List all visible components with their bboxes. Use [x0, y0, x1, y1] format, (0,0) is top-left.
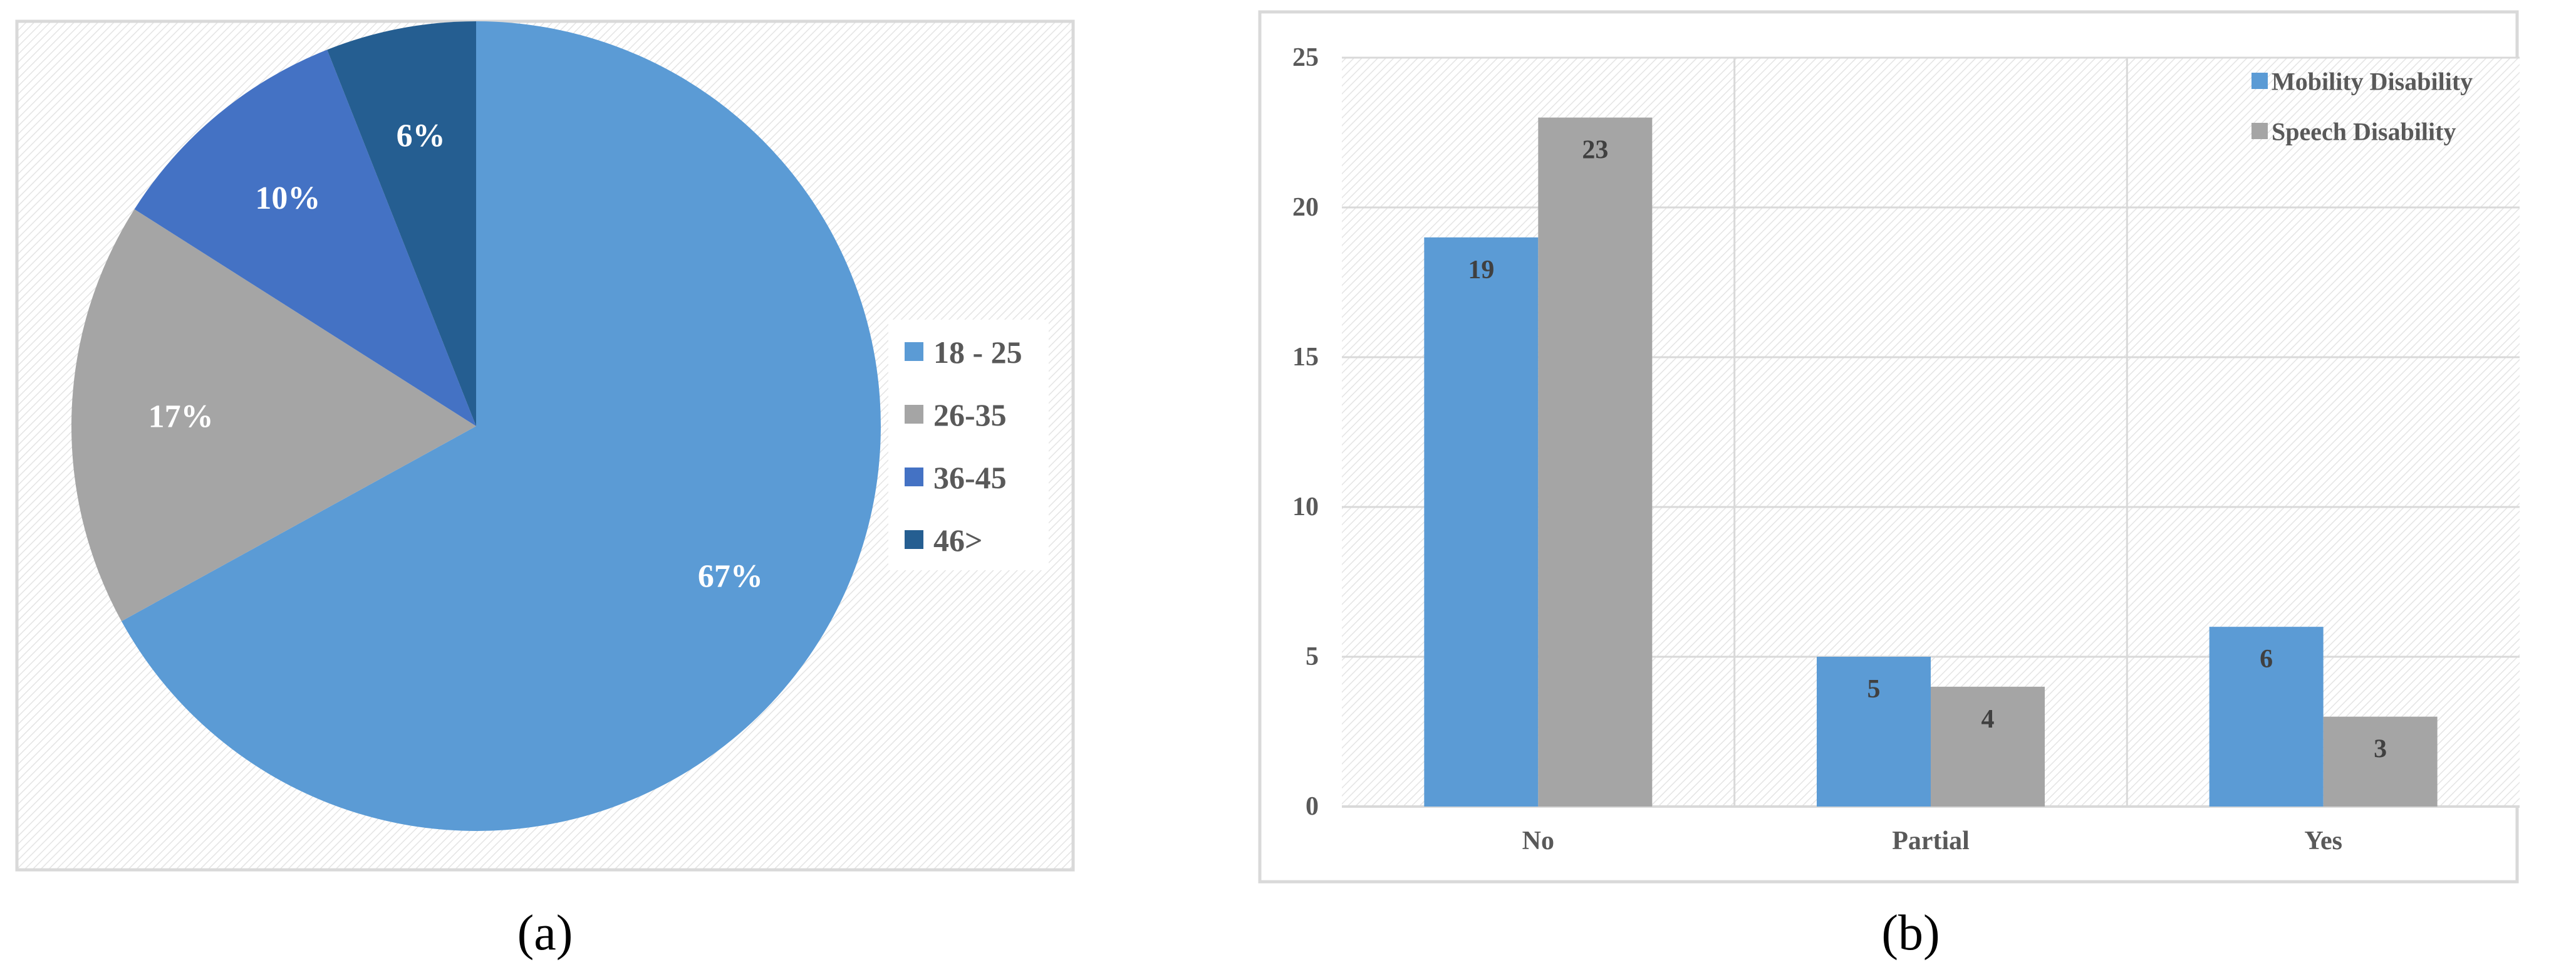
bar-data-label: 19: [1468, 256, 1494, 285]
pie-legend-swatch: [905, 468, 923, 486]
pie-slice-36-45: [134, 50, 477, 427]
caption-b: (b): [1881, 906, 1940, 961]
bar-speech-disability: [2323, 716, 2438, 807]
bar-y-tick-label: 0: [1306, 792, 1319, 821]
bar-mobility-disability: [2209, 627, 2324, 807]
pie-legend-label: 18 - 25: [933, 335, 1022, 370]
pie-slices: [71, 21, 881, 832]
bar-speech-disability: [1538, 117, 1653, 807]
bar-data-label: 4: [1981, 705, 1995, 734]
bar-legend-label: Mobility Disability: [2272, 68, 2473, 96]
bar-data-label: 23: [1582, 136, 1608, 165]
pie-data-label: 6%: [397, 118, 445, 154]
bar-legend-swatch: [2251, 73, 2268, 89]
caption-a: (a): [517, 906, 573, 961]
pie-data-label: 10%: [255, 180, 320, 216]
pie-data-labels: 67% 17% 10% 6%: [148, 118, 763, 594]
bar-data-label: 3: [2374, 735, 2387, 764]
bar-y-tick-label: 15: [1292, 343, 1319, 372]
bar-mobility-disability: [1817, 657, 1931, 807]
bar-chart-panel: 0 5 10 15 20 25 19 23 5 4 6 3 No Partial Yes Mobilit…: [1258, 10, 2520, 961]
pie-slice-46-: [327, 21, 476, 426]
bar-legend-swatch: [2251, 123, 2268, 139]
bar-y-tick-label: 25: [1292, 43, 1319, 72]
bar-series: [1424, 117, 2438, 807]
pie-chart-panel: 67% 17% 10% 6% 18 - 25 26-35 36-45 46> (a): [15, 19, 1075, 961]
pie-data-label: 17%: [148, 399, 214, 435]
bar-x-tick-label: Yes: [2304, 827, 2342, 855]
bar-y-tick-label: 20: [1292, 193, 1319, 222]
bar-data-label: 5: [1867, 675, 1881, 704]
pie-slice-26-35: [71, 209, 476, 622]
bar-y-tick-label: 5: [1306, 642, 1319, 671]
pie-legend-swatch: [905, 405, 923, 424]
bar-y-axis-ticks: 0 5 10 15 20 25: [1292, 43, 1319, 821]
pie-legend-label: 36-45: [933, 460, 1007, 495]
pie-legend-box: [888, 320, 1049, 570]
bar-x-tick-label: No: [1522, 827, 1554, 855]
pie-legend-label: 46>: [933, 523, 983, 558]
bar-legend: Mobility Disability Speech Disability: [2251, 68, 2473, 146]
bar-mobility-disability: [1424, 237, 1539, 807]
bar-y-tick-label: 10: [1292, 493, 1319, 521]
pie-slice-18-25: [121, 21, 881, 832]
pie-data-label: 67%: [698, 559, 763, 595]
bar-x-tick-label: Partial: [1892, 827, 1970, 855]
bar-x-axis-ticks: No Partial Yes: [1522, 827, 2342, 855]
pie-legend-swatch: [905, 530, 923, 549]
bar-data-label: 6: [2260, 645, 2273, 674]
pie-legend-label: 26-35: [933, 397, 1007, 432]
bar-legend-label: Speech Disability: [2272, 118, 2456, 146]
bar-data-labels: 19 23 5 4 6 3: [1468, 136, 2387, 764]
pie-legend: 18 - 25 26-35 36-45 46>: [905, 335, 1022, 558]
pie-legend-swatch: [905, 342, 923, 361]
bar-speech-disability: [1931, 686, 2045, 807]
